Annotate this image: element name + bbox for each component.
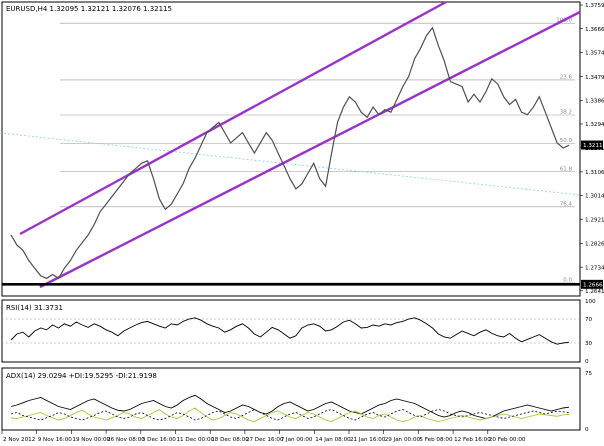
rsi-tick-label-2: 30 — [585, 341, 593, 347]
channel-lower-line — [39, 10, 581, 289]
rsi-panel: RSI(14) 31.3731 100 70 30 0 — [1, 299, 596, 365]
adx-panel-frame — [1, 367, 581, 431]
time-tick-label-7: 27 Dec 16:00 — [246, 437, 284, 443]
fib-label-5: 76.4 — [560, 201, 573, 207]
adx-header: ADX(14) 29.0294 +DI:19.5295 -DI:21.9198 — [6, 372, 157, 380]
rsi-tick-label-1: 70 — [585, 317, 593, 323]
rsi-tick-label-0: 100 — [585, 299, 596, 305]
price-tick-label-7: 1.31065 — [585, 170, 604, 176]
rsi-tick-label-3: 0 — [585, 359, 589, 365]
current-price-box — [581, 140, 603, 150]
price-tick-label-5: 1.32940 — [585, 122, 604, 128]
rsi-line — [10, 317, 570, 345]
price-axis: 1.37590 1.36665 1.35740 1.34790 1.33865 1.329… — [580, 3, 604, 295]
time-tick-label-8: 7 Jan 00:00 — [281, 437, 313, 443]
time-tick-label-5: 11 Dec 00:00 — [177, 437, 215, 443]
time-tick-label-10: 21 Jan 16:00 — [350, 437, 386, 443]
price-tick-label-4: 1.33865 — [585, 98, 604, 104]
time-tick-label-12: 5 Feb 08:00 — [419, 437, 453, 443]
fib-label-4: 61.8 — [560, 166, 573, 172]
time-tick-label-4: 3 Dec 16:00 — [142, 437, 177, 443]
rsi-header: RSI(14) 31.3731 — [6, 304, 63, 312]
minus-di-line — [10, 409, 570, 421]
price-tick-label-1: 1.36665 — [585, 27, 604, 33]
rsi-axis: 100 70 30 0 — [585, 299, 596, 365]
fib-label-1: 23.6 — [560, 74, 573, 80]
main-header: EURUSD,H4 1.32095 1.32121 1.32076 1.3211… — [6, 5, 172, 13]
fib-label-6: 0.0 — [563, 277, 572, 283]
adx-tick-label-0: 75 — [585, 371, 593, 377]
time-tick-label-0: 2 Nov 2012 — [3, 437, 35, 443]
main-panel: 100.023.638.250.061.876.40.0 EURUSD,H4 1… — [0, 0, 604, 297]
support-price-label: 1.26667 — [583, 283, 604, 289]
time-tick-label-14: 20 Feb 00:00 — [489, 437, 526, 443]
price-tick-label-10: 1.28265 — [585, 242, 604, 248]
rsi-levels — [2, 318, 580, 344]
price-tick-label-2: 1.35740 — [585, 51, 604, 57]
adx-tick-label-1: 0 — [585, 427, 589, 433]
trend-line-dotted — [0, 132, 581, 196]
price-tick-label-0: 1.37590 — [585, 3, 604, 9]
channel-upper-line — [19, 0, 447, 236]
price-tick-label-11: 1.27340 — [585, 265, 604, 271]
price-tick-label-9: 1.29215 — [585, 217, 604, 223]
price-tick-label-12: 1.26415 — [585, 289, 604, 295]
price-series-line — [10, 26, 570, 280]
fib-label-2: 38.2 — [560, 109, 572, 115]
time-tick-label-9: 14 Jan 08:00 — [315, 437, 351, 443]
time-tick-label-11: 29 Jan 00:00 — [385, 437, 421, 443]
time-tick-label-6: 18 Dec 08:00 — [211, 437, 249, 443]
time-tick-label-2: 19 Nov 00:00 — [72, 437, 110, 443]
adx-line — [10, 394, 570, 419]
current-price-label: 1.32115 — [583, 143, 604, 149]
time-tick-label-1: 9 Nov 16:00 — [38, 437, 73, 443]
price-tick-label-3: 1.34790 — [585, 75, 604, 81]
adx-axis: 75 0 — [585, 371, 593, 433]
time-tick-label-3: 26 Nov 08:00 — [107, 437, 145, 443]
rsi-panel-frame — [1, 299, 581, 363]
time-tick-label-13: 12 Feb 16:00 — [454, 437, 491, 443]
plus-di-line — [10, 407, 570, 422]
fib-label-3: 50.0 — [560, 138, 573, 144]
support-price-box — [581, 279, 603, 289]
trend-lines — [0, 0, 581, 289]
price-tick-label-8: 1.30140 — [585, 194, 604, 200]
adx-panel: ADX(14) 29.0294 +DI:19.5295 -DI:21.9198 … — [1, 367, 593, 433]
main-panel-frame — [1, 1, 581, 297]
